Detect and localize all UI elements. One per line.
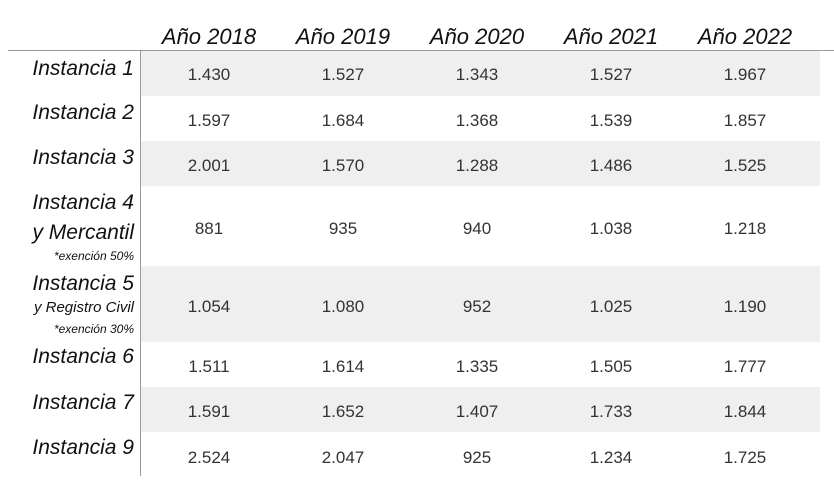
row-note: *exención 30% [53,322,134,336]
table-cell: 1.844 [723,402,767,421]
table-cell: 1.335 [455,357,499,376]
table-cell: 935 [328,219,358,238]
table-row-instancia-5: Instancia 5 y Registro Civil *exención 3… [0,266,834,342]
table-row-instancia-4: Instancia 4 y Mercantil *exención 50% 88… [0,186,834,266]
row-sublabel: y Registro Civil [33,299,134,316]
row-sublabel: y Mercantil [32,221,134,244]
table-cell: 1.591 [187,402,231,421]
table-cell: 1.218 [723,219,767,238]
row-label: Instancia 3 [32,146,134,169]
table-cell: 1.054 [187,297,231,316]
table-cell: 1.725 [723,448,767,467]
table-cell: 2.001 [187,156,231,175]
row-label: Instancia 7 [32,391,134,414]
table-cell: 1.025 [589,297,633,316]
table-cell: 1.525 [723,156,767,175]
table-cell: 1.407 [455,402,499,421]
table-cell: 1.368 [455,111,499,130]
table-cell: 1.570 [321,156,365,175]
table-cell: 925 [462,448,492,467]
table-row-instancia-6: Instancia 6 1.511 1.614 1.335 1.505 1.77… [0,342,834,387]
table-cell: 1.777 [723,357,767,376]
row-label: Instancia 4 [32,191,134,214]
table-cell: 1.652 [321,402,365,421]
table-cell: 881 [194,219,224,238]
row-label: Instancia 9 [32,436,134,459]
table-cell: 1.967 [723,65,767,84]
table-row-instancia-2: Instancia 2 1.597 1.684 1.368 1.539 1.85… [0,96,834,141]
table-cell: 1.190 [723,297,767,316]
table-cell: 2.047 [321,448,365,467]
table-cell: 1.684 [321,111,365,130]
table-cell: 1.234 [589,448,633,467]
row-note: *exención 50% [53,249,134,263]
table-row-instancia-3: Instancia 3 2.001 1.570 1.288 1.486 1.52… [0,141,834,186]
table-cell: 2.524 [187,448,231,467]
table-cell: 1.539 [589,111,633,130]
table-cell: 952 [462,297,492,316]
table-cell: 940 [462,219,492,238]
table-cell: 1.614 [321,357,365,376]
header-2020: Año 2020 [429,24,525,49]
table-cell: 1.343 [455,65,499,84]
table-cell: 1.857 [723,111,767,130]
table-cell: 1.486 [589,156,633,175]
row-label: Instancia 5 [32,272,134,295]
table-cell: 1.430 [187,65,231,84]
header-2022: Año 2022 [697,24,793,49]
header-2021: Año 2021 [563,24,659,49]
table-cell: 1.038 [589,219,633,238]
table-cell: 1.080 [321,297,365,316]
table-cell: 1.733 [589,402,633,421]
table-cell: 1.527 [589,65,633,84]
table-row-instancia-9: Instancia 9 2.524 2.047 925 1.234 1.725 [0,432,834,477]
header-2018: Año 2018 [161,24,257,49]
row-label: Instancia 1 [32,57,134,80]
table-row-instancia-7: Instancia 7 1.591 1.652 1.407 1.733 1.84… [0,387,834,432]
label-column-divider [140,50,141,476]
table-cell: 1.527 [321,65,365,84]
row-label: Instancia 2 [32,101,134,124]
row-label: Instancia 6 [32,345,134,368]
table-cell: 1.511 [188,357,230,376]
table-cell: 1.288 [455,156,499,175]
table-cell: 1.597 [187,111,231,130]
table-cell: 1.505 [589,357,633,376]
header-divider [8,50,834,51]
table-row-instancia-1: Instancia 1 1.430 1.527 1.343 1.527 1.96… [0,51,834,96]
header-2019: Año 2019 [295,24,391,49]
